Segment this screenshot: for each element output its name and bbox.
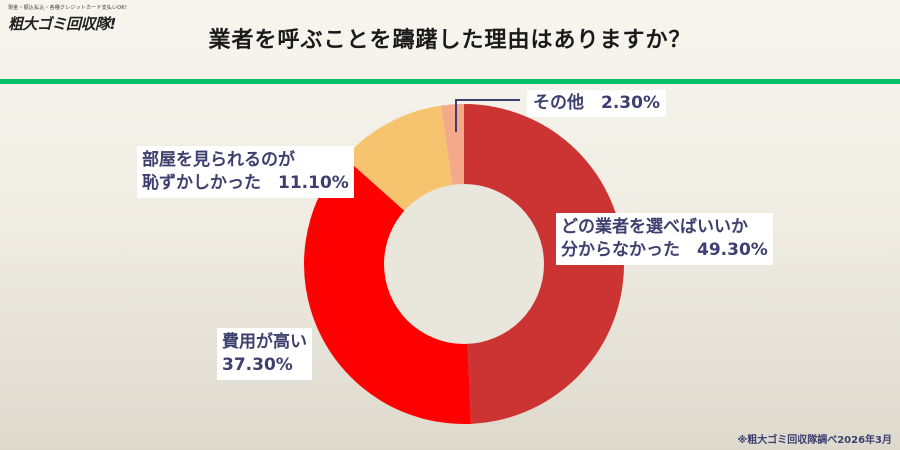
donut-slice (464, 104, 625, 424)
title-divider (0, 79, 900, 84)
logo-tagline: 現金・振込払込・各種クレジットカード支払いOK! (8, 5, 128, 11)
logo-name: 粗大ゴミ回収隊! (8, 15, 116, 33)
chart-title: 業者を呼ぶことを躊躇した理由はありますか？ (208, 28, 692, 53)
brand-logo: 現金・振込払込・各種クレジットカード支払いOK! 粗大ゴミ回収隊! (8, 4, 148, 36)
leader-line-other (455, 99, 520, 132)
donut-slice (303, 157, 472, 424)
label-which-vendor: どの業者を選べばいいか 分からなかった 49.30% (556, 213, 773, 265)
label-high-cost: 費用が高い 37.30% (217, 328, 312, 380)
label-other: その他 2.30% (527, 90, 666, 117)
label-embarrassed: 部屋を見られるのが 恥ずかしかった 11.10% (137, 146, 354, 198)
survey-footnote: ※粗大ゴミ回収隊調べ2026年3月 (737, 435, 892, 446)
donut-hole (384, 184, 544, 344)
